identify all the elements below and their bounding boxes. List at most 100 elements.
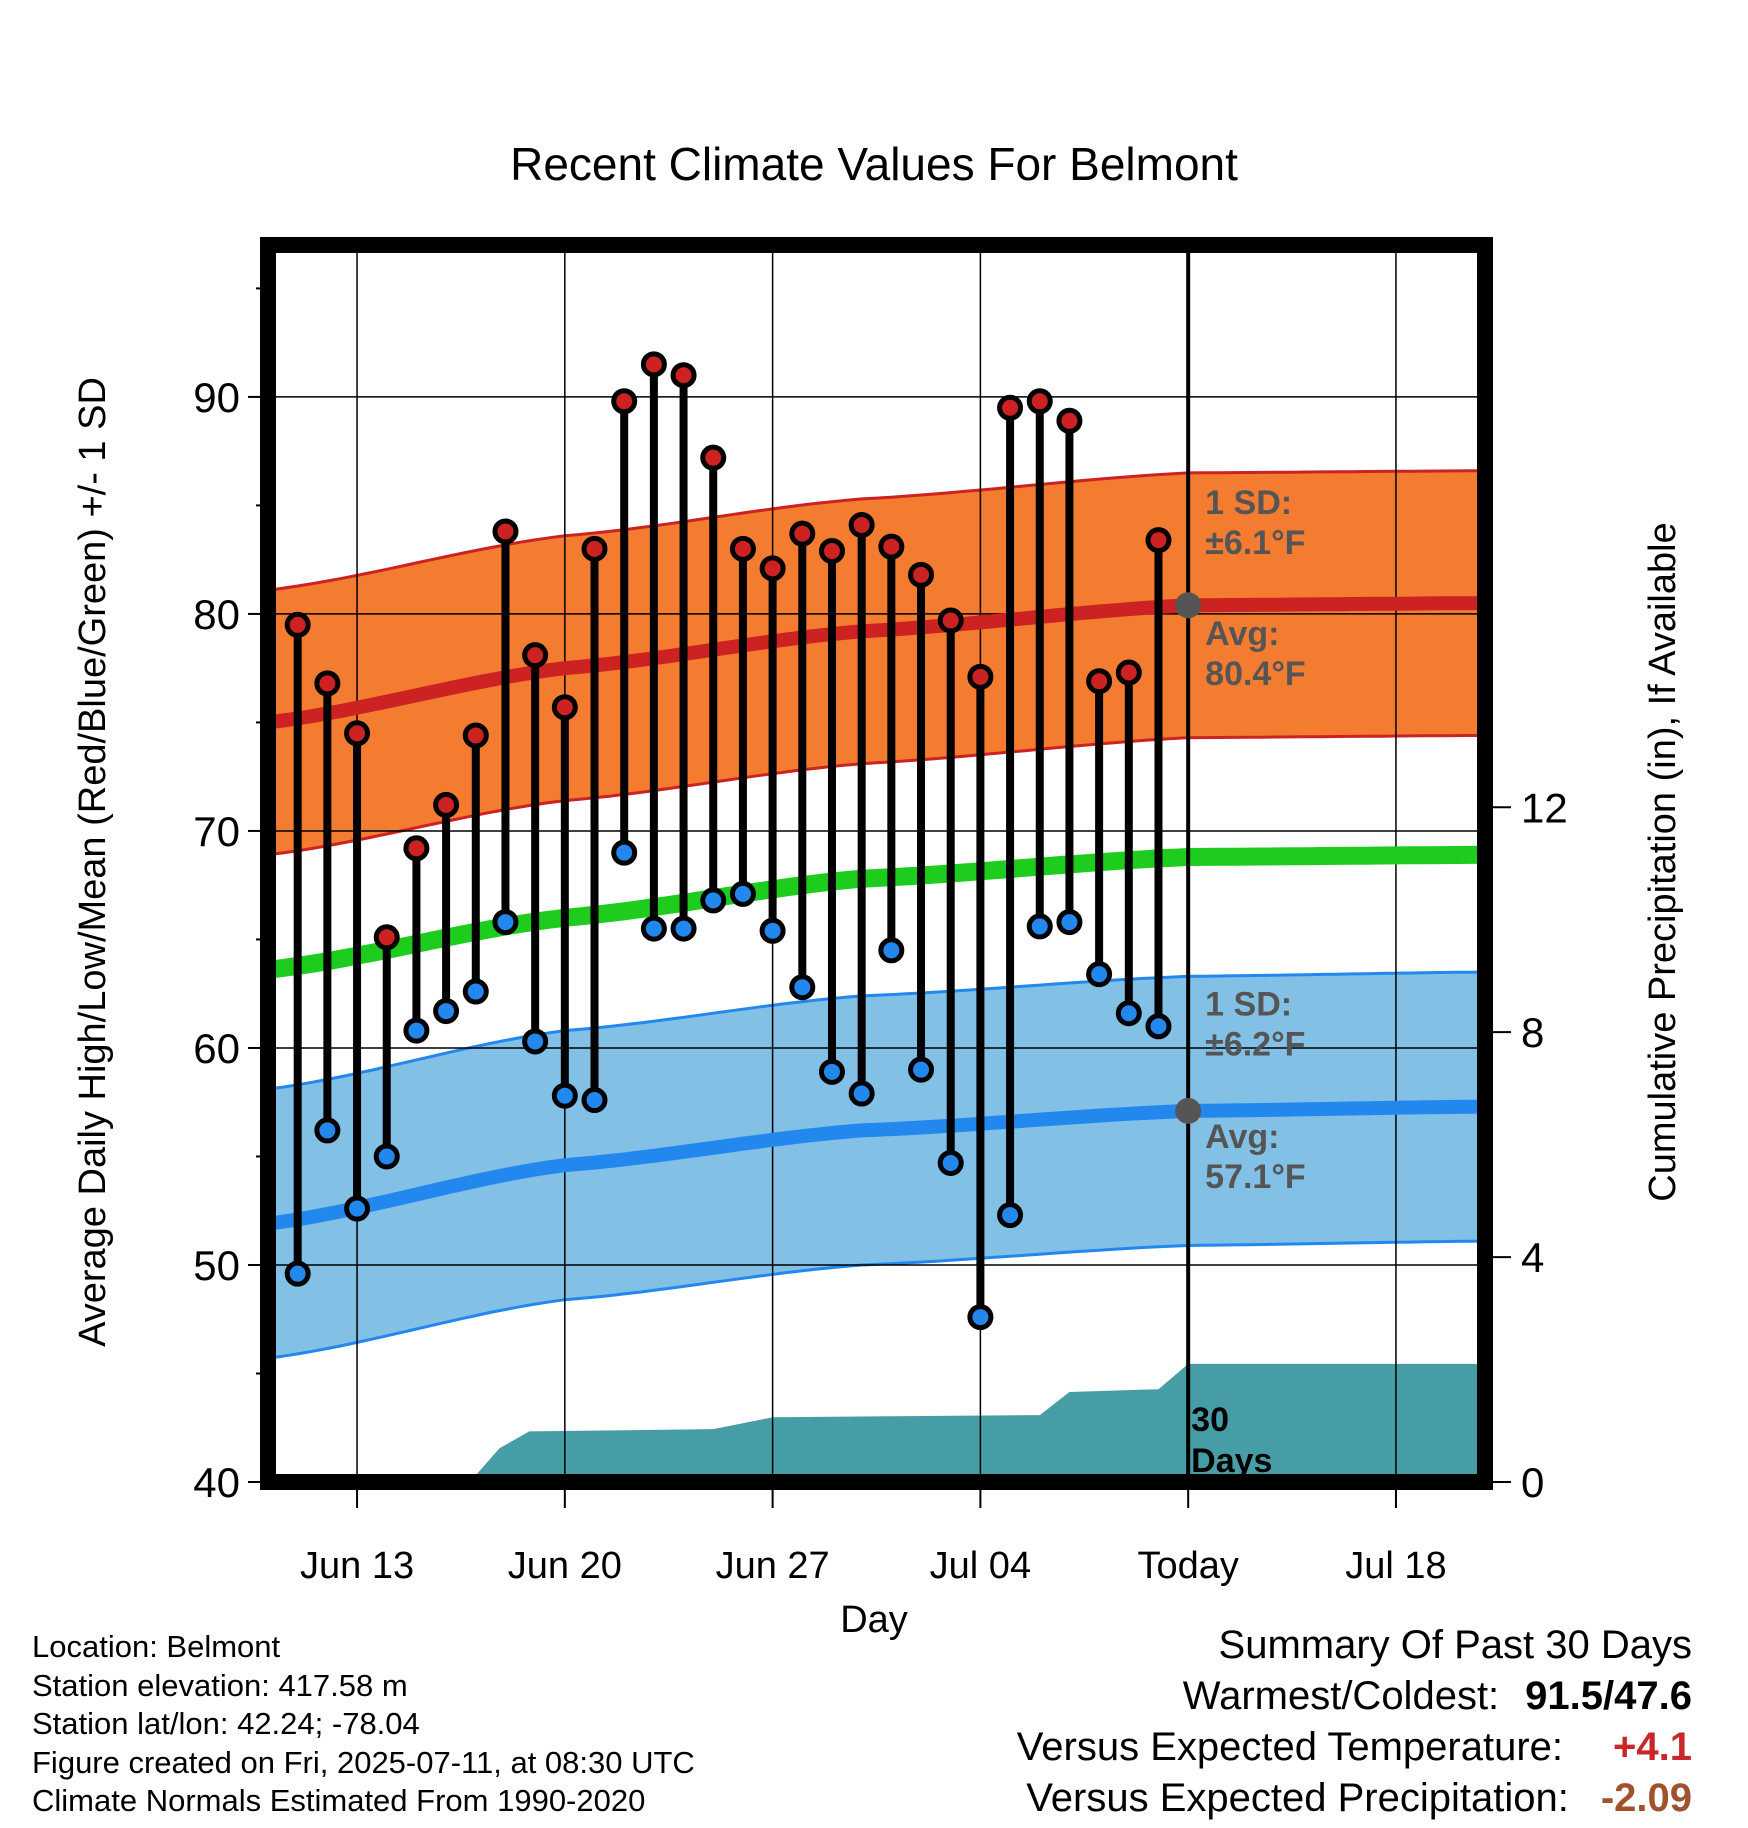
daily-high-point [344, 720, 371, 747]
y-tick-label-right: 4 [1521, 1234, 1544, 1281]
plot-frame [260, 237, 1493, 1490]
normals-text: Climate Normals Estimated From 1990-2020 [32, 1783, 646, 1818]
y-tick-label-left: 70 [193, 808, 240, 855]
daily-high-point [967, 663, 994, 690]
daily-low-point [908, 1056, 935, 1083]
x-tick-label: Jun 27 [716, 1545, 830, 1587]
x-tick-label: Jul 18 [1345, 1545, 1446, 1587]
daily-low-point [403, 1017, 430, 1044]
daily-low-point [937, 1149, 964, 1176]
precip-departure-value: -2.09 [1600, 1776, 1692, 1820]
daily-low-point [344, 1195, 371, 1222]
daily-high-point [433, 791, 460, 818]
summary-title: Summary Of Past 30 Days [1218, 1623, 1692, 1667]
daily-high-point [1026, 388, 1053, 415]
daily-low-point [522, 1028, 549, 1055]
daily-low-point [1115, 1000, 1142, 1027]
high-avg-label: Avg: [1205, 615, 1279, 653]
y-tick-label-left: 80 [193, 591, 240, 638]
daily-low-point [1086, 961, 1113, 988]
daily-high-point [284, 611, 311, 638]
daily-high-point [937, 607, 964, 634]
temp-departure-row: Versus Expected Temperature: +4.1 [1017, 1722, 1692, 1773]
daily-low-point [611, 839, 638, 866]
precip-area [469, 1363, 1485, 1482]
temp-departure-label: Versus Expected Temperature: [1016, 1725, 1564, 1769]
low-sd-band [268, 970, 1485, 1360]
daily-high-point [729, 535, 756, 562]
daily-high-point [908, 561, 935, 588]
today-normal-marker [1175, 592, 1202, 619]
y-tick-label-left: 90 [193, 374, 240, 421]
warm-cold-row: Warmest/Coldest: 91.5/47.6 [1017, 1671, 1692, 1722]
warm-cold-label: Warmest/Coldest: [1182, 1674, 1500, 1718]
summary-panel: Summary Of Past 30 Days Warmest/Coldest:… [1017, 1620, 1692, 1824]
daily-high-point [789, 520, 816, 547]
daily-low-point [789, 974, 816, 1001]
daily-low-point [284, 1260, 311, 1287]
daily-high-point [1115, 659, 1142, 686]
high-sd-band [268, 469, 1485, 857]
daily-low-point [1145, 1013, 1172, 1040]
daily-high-point [462, 722, 489, 749]
y-tick-label-left: 60 [193, 1025, 240, 1072]
elevation-text: Station elevation: 417.58 m [32, 1667, 408, 1703]
daily-high-point [878, 533, 905, 560]
y-tick-label-right: 12 [1521, 784, 1568, 831]
daily-high-point [700, 444, 727, 471]
daily-high-point [848, 511, 875, 538]
daily-high-point [581, 535, 608, 562]
daily-low-point [640, 915, 667, 942]
daily-low-point [967, 1304, 994, 1331]
normal-high-line [268, 596, 1485, 730]
today-normal-marker [1175, 1097, 1202, 1124]
x-tick-label: Jun 20 [508, 1545, 622, 1587]
daily-high-point [611, 388, 638, 415]
daily-high-point [997, 394, 1024, 421]
chart-title: Recent Climate Values For Belmont [510, 138, 1238, 190]
daily-low-point [700, 887, 727, 914]
precip-label-line1: 30 [1191, 1401, 1229, 1439]
created-text: Figure created on Fri, 2025-07-11, at 08… [32, 1744, 695, 1780]
temp-departure-value: +4.1 [1613, 1725, 1692, 1769]
daily-low-point [997, 1202, 1024, 1229]
daily-low-point [314, 1117, 341, 1144]
daily-high-point [640, 351, 667, 378]
y-tick-label-left: 40 [193, 1459, 240, 1506]
low-avg-label: Avg: [1205, 1118, 1279, 1156]
precip-label-line2: Days [1191, 1442, 1272, 1480]
daily-high-point [670, 362, 697, 389]
daily-high-point [522, 642, 549, 669]
daily-low-point [551, 1082, 578, 1109]
daily-low-point [433, 998, 460, 1025]
daily-high-point [759, 555, 786, 582]
daily-low-point [670, 915, 697, 942]
precip-departure-label: Versus Expected Precipitation: [1026, 1776, 1569, 1820]
x-tick-label: Today [1137, 1545, 1238, 1587]
location-text: Location: Belmont [32, 1629, 281, 1664]
y-tick-label-left: 50 [193, 1242, 240, 1289]
x-tick-label: Jun 13 [300, 1545, 414, 1587]
low-avg-value: 57.1°F [1205, 1158, 1306, 1196]
daily-high-point [403, 835, 430, 862]
high-sd-label: 1 SD: [1205, 484, 1292, 522]
normal-low-line [268, 1099, 1485, 1231]
precip-departure-row: Versus Expected Precipitation: -2.09 [1017, 1773, 1692, 1824]
daily-high-point [373, 924, 400, 951]
daily-low-point [878, 937, 905, 964]
low-sd-value: ±6.2°F [1205, 1025, 1305, 1063]
low-sd-label: 1 SD: [1205, 985, 1292, 1023]
daily-low-point [729, 880, 756, 907]
plot-contents [268, 245, 1485, 1482]
daily-low-point [848, 1080, 875, 1107]
daily-high-point [492, 518, 519, 545]
daily-high-point [551, 694, 578, 721]
daily-low-point [818, 1058, 845, 1085]
daily-low-point [462, 978, 489, 1005]
warm-cold-value: 91.5/47.6 [1525, 1674, 1692, 1718]
daily-high-point [1056, 407, 1083, 434]
x-tick-label: Jul 04 [930, 1545, 1031, 1587]
normal-mean-line [268, 845, 1485, 979]
